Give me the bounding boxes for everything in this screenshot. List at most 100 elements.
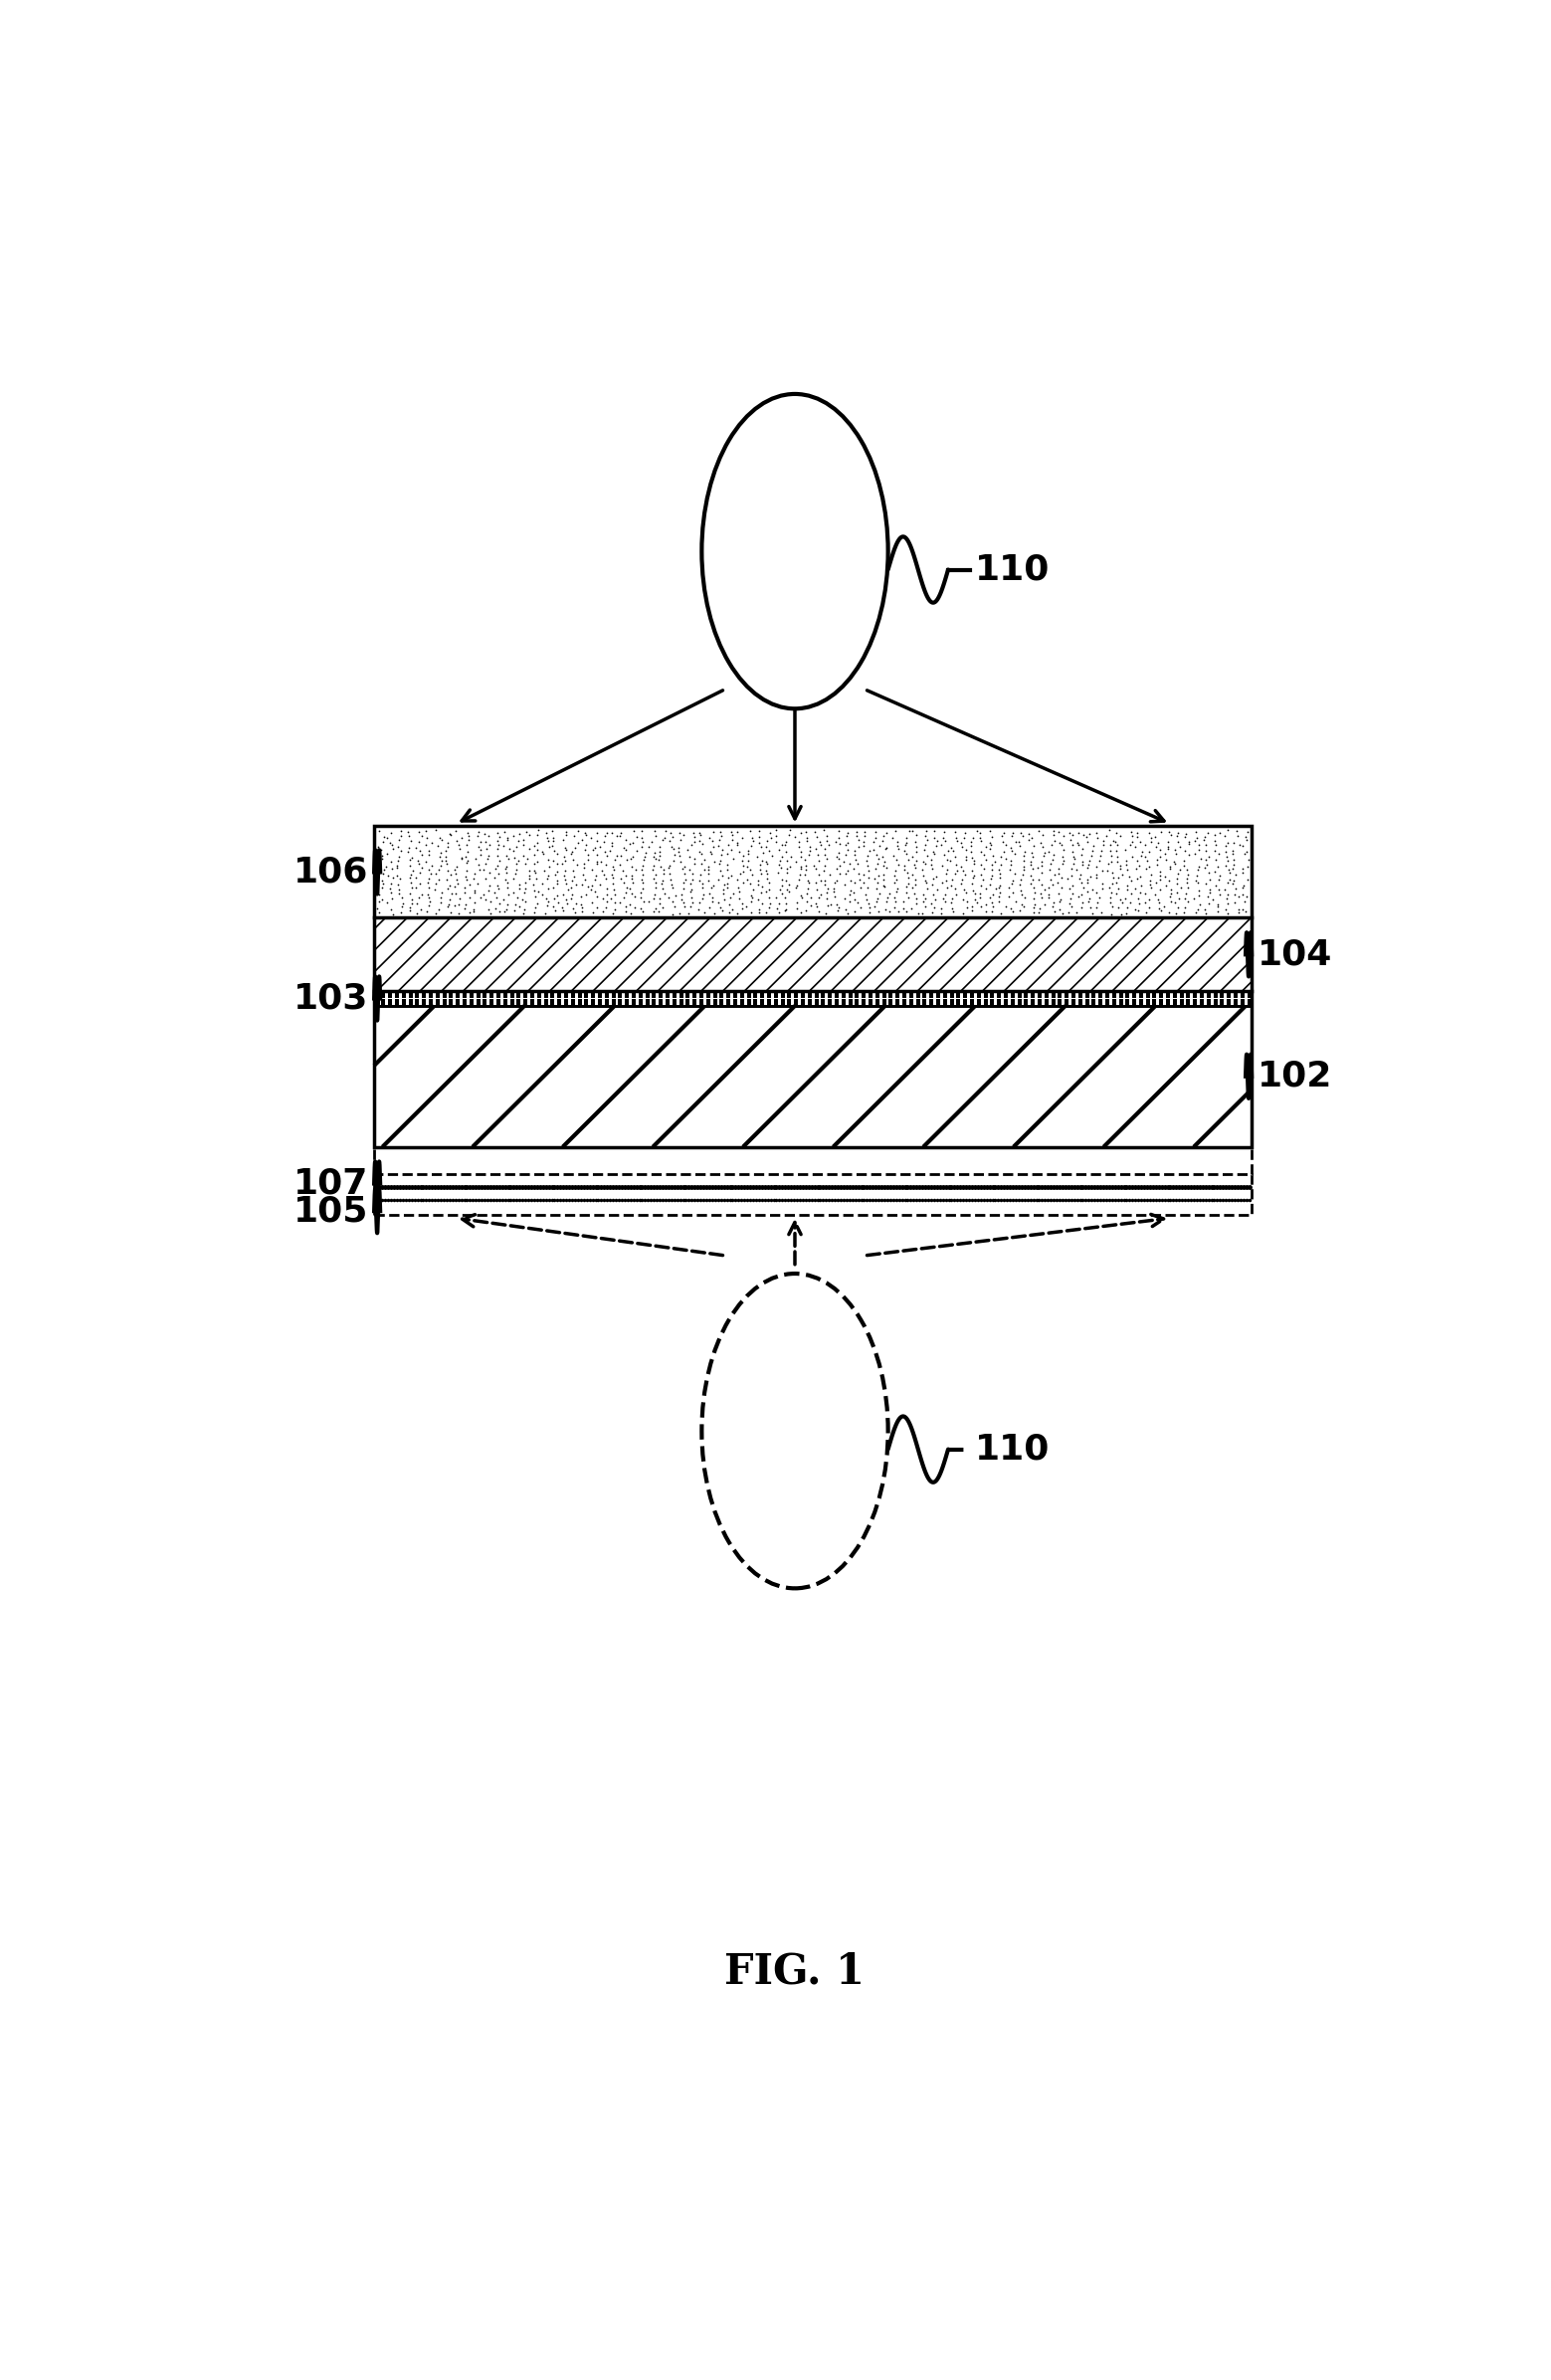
Point <box>1100 854 1124 892</box>
Point <box>1204 981 1228 1019</box>
Point <box>1035 978 1059 1016</box>
Point <box>414 843 439 881</box>
Point <box>895 854 920 892</box>
Point <box>608 981 633 1019</box>
Point <box>1011 835 1036 873</box>
Point <box>600 859 625 897</box>
Point <box>746 812 771 850</box>
Point <box>932 985 957 1023</box>
Point <box>1095 985 1120 1023</box>
Point <box>600 978 625 1016</box>
Point <box>1022 826 1047 864</box>
Point <box>1059 873 1084 912</box>
Point <box>851 973 876 1012</box>
Point <box>772 826 797 864</box>
Point <box>807 843 831 881</box>
Point <box>979 826 1003 864</box>
Point <box>1003 823 1028 862</box>
Point <box>1230 890 1255 928</box>
Point <box>385 981 409 1019</box>
Point <box>1079 871 1104 909</box>
Point <box>610 814 634 852</box>
Point <box>516 852 541 890</box>
Point <box>672 847 696 885</box>
Point <box>819 885 844 923</box>
Point <box>431 985 456 1023</box>
Point <box>1193 819 1218 857</box>
Point <box>406 823 431 862</box>
Point <box>763 978 788 1016</box>
Point <box>1152 835 1177 873</box>
Point <box>789 892 814 931</box>
Point <box>594 985 619 1023</box>
Point <box>619 859 644 897</box>
Point <box>588 985 613 1023</box>
Point <box>999 845 1024 883</box>
Point <box>963 873 988 912</box>
Point <box>1155 981 1180 1019</box>
Point <box>858 973 883 1012</box>
Point <box>1098 883 1123 921</box>
Point <box>865 864 890 902</box>
Point <box>600 985 625 1023</box>
Point <box>994 888 1019 926</box>
Point <box>749 828 774 866</box>
Point <box>580 973 605 1012</box>
Point <box>588 981 613 1019</box>
Point <box>1123 869 1148 907</box>
Point <box>534 895 558 933</box>
Point <box>1129 978 1154 1016</box>
Point <box>1109 973 1134 1012</box>
Point <box>682 823 707 862</box>
Point <box>844 978 869 1016</box>
Point <box>1137 814 1162 852</box>
Point <box>988 866 1013 904</box>
Point <box>493 978 518 1016</box>
Point <box>1214 812 1239 850</box>
Point <box>473 978 498 1016</box>
Point <box>703 985 727 1023</box>
Point <box>977 878 1002 916</box>
Point <box>465 985 490 1023</box>
Point <box>1072 869 1097 907</box>
Point <box>738 828 763 866</box>
Point <box>1101 859 1126 897</box>
Point <box>763 878 788 916</box>
Point <box>530 835 555 873</box>
Point <box>710 892 735 931</box>
Point <box>468 831 493 869</box>
Point <box>673 854 698 892</box>
Text: 110: 110 <box>974 552 1050 585</box>
Point <box>662 985 687 1023</box>
Point <box>743 981 768 1019</box>
Point <box>1075 845 1100 883</box>
Point <box>717 985 741 1023</box>
Point <box>972 850 997 888</box>
Point <box>720 821 744 859</box>
Point <box>437 814 462 852</box>
Point <box>886 973 910 1012</box>
Point <box>662 973 687 1012</box>
Point <box>1107 850 1132 888</box>
Point <box>758 885 783 923</box>
Point <box>644 890 668 928</box>
Point <box>831 866 856 904</box>
Point <box>662 835 687 873</box>
Point <box>856 852 881 890</box>
Point <box>934 840 959 878</box>
Point <box>895 835 920 873</box>
Point <box>541 840 566 878</box>
Point <box>754 852 779 890</box>
Point <box>1165 816 1190 854</box>
Point <box>934 862 959 900</box>
Point <box>1067 973 1092 1012</box>
Point <box>1098 878 1123 916</box>
Point <box>1013 833 1038 871</box>
Point <box>1173 816 1197 854</box>
Point <box>574 826 599 864</box>
Point <box>851 864 876 902</box>
Point <box>851 857 876 895</box>
Point <box>526 978 551 1016</box>
Point <box>993 985 1017 1023</box>
Point <box>552 859 577 897</box>
